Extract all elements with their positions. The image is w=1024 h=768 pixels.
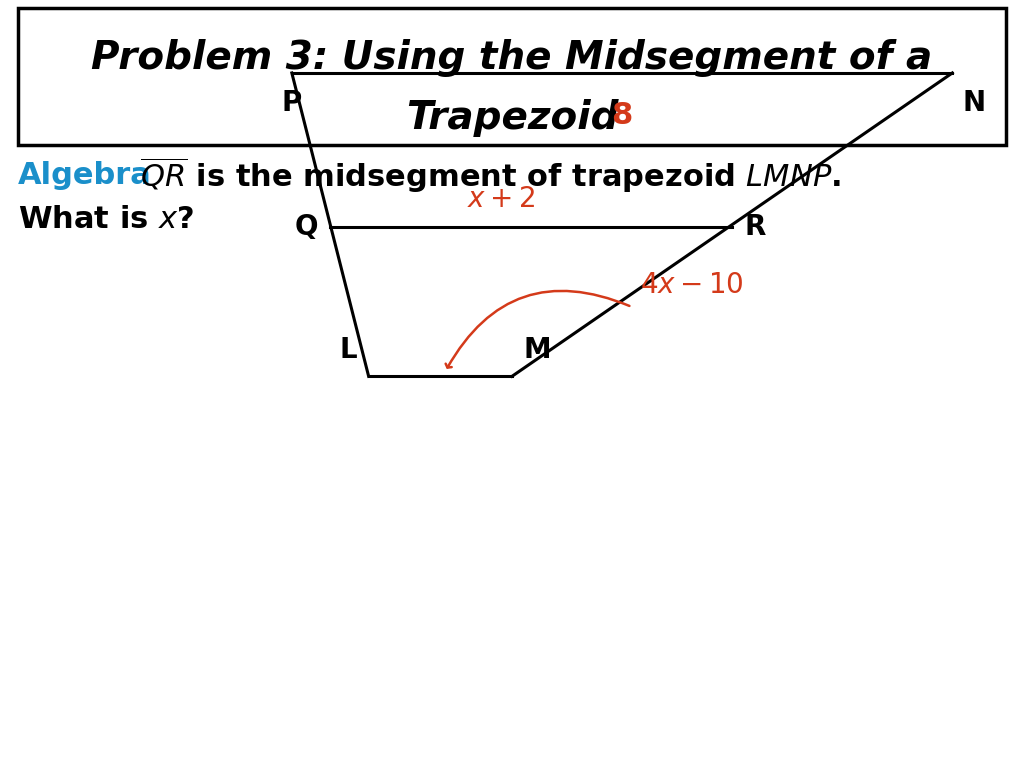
Text: $x+2$: $x+2$ [467,184,535,213]
Text: Problem 3: Using the Midsegment of a: Problem 3: Using the Midsegment of a [91,39,933,77]
Text: $\overline{QR}$ is the midsegment of trapezoid $LMNP$.: $\overline{QR}$ is the midsegment of tra… [140,155,841,195]
Text: L: L [339,336,356,364]
Text: 8: 8 [611,101,633,130]
Text: Q: Q [294,213,317,240]
Text: M: M [524,336,552,364]
Text: N: N [963,89,985,117]
Text: P: P [282,89,302,117]
Bar [18,8,1006,145]
Text: What is $x$?: What is $x$? [18,206,194,234]
Text: Trapezoid: Trapezoid [406,99,618,137]
Text: $4x-10$: $4x-10$ [640,271,743,299]
Text: Algebra: Algebra [18,161,152,190]
Text: R: R [744,213,766,240]
